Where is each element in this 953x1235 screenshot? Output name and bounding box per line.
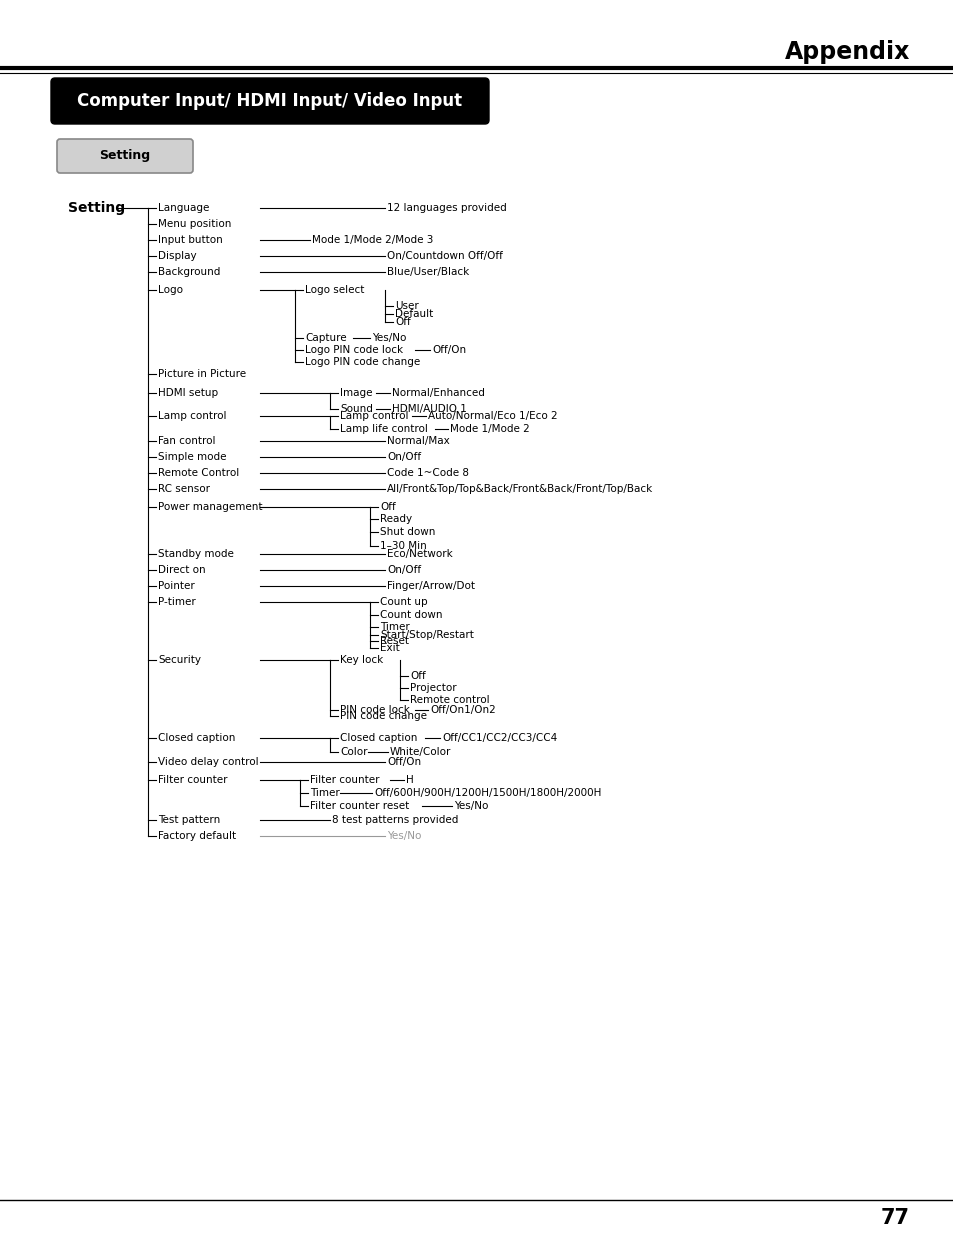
Text: Start/Stop/Restart: Start/Stop/Restart (379, 630, 474, 640)
Text: HDMI/AUDIO 1: HDMI/AUDIO 1 (392, 404, 466, 414)
Text: On/Off: On/Off (387, 564, 420, 576)
Text: Language: Language (158, 203, 209, 212)
Text: Display: Display (158, 251, 196, 261)
Text: RC sensor: RC sensor (158, 484, 210, 494)
Text: White/Color: White/Color (390, 747, 451, 757)
Text: Yes/No: Yes/No (387, 831, 421, 841)
Text: Normal/Max: Normal/Max (387, 436, 449, 446)
Text: Background: Background (158, 267, 220, 277)
Text: Yes/No: Yes/No (454, 802, 488, 811)
Text: Security: Security (158, 655, 201, 664)
Text: 8 test patterns provided: 8 test patterns provided (332, 815, 457, 825)
Text: Color: Color (339, 747, 367, 757)
Text: Sound: Sound (339, 404, 373, 414)
Text: Remote control: Remote control (410, 695, 489, 705)
Text: P-timer: P-timer (158, 597, 195, 606)
Text: Setting: Setting (99, 149, 151, 163)
Text: On/Countdown Off/Off: On/Countdown Off/Off (387, 251, 502, 261)
Text: Off: Off (410, 671, 425, 680)
Text: Off/600H/900H/1200H/1500H/1800H/2000H: Off/600H/900H/1200H/1500H/1800H/2000H (374, 788, 600, 798)
Text: HDMI setup: HDMI setup (158, 388, 218, 398)
FancyBboxPatch shape (51, 78, 489, 124)
Text: Computer Input/ HDMI Input/ Video Input: Computer Input/ HDMI Input/ Video Input (77, 91, 462, 110)
Text: Lamp life control: Lamp life control (339, 424, 428, 433)
Text: Power management: Power management (158, 501, 262, 513)
Text: Pointer: Pointer (158, 580, 194, 592)
Text: Fan control: Fan control (158, 436, 215, 446)
Text: 12 languages provided: 12 languages provided (387, 203, 506, 212)
Text: Code 1~Code 8: Code 1~Code 8 (387, 468, 469, 478)
Text: Test pattern: Test pattern (158, 815, 220, 825)
Text: Input button: Input button (158, 235, 222, 245)
Text: Mode 1/Mode 2: Mode 1/Mode 2 (450, 424, 529, 433)
Text: Video delay control: Video delay control (158, 757, 258, 767)
Text: Simple mode: Simple mode (158, 452, 226, 462)
Text: Filter counter: Filter counter (310, 776, 379, 785)
Text: Logo: Logo (158, 285, 183, 295)
Text: Logo select: Logo select (305, 285, 364, 295)
Text: Menu position: Menu position (158, 219, 232, 228)
Text: Eco/Network: Eco/Network (387, 550, 453, 559)
Text: Reset: Reset (379, 636, 409, 646)
Text: Picture in Picture: Picture in Picture (158, 369, 246, 379)
Text: Timer: Timer (310, 788, 339, 798)
Text: User: User (395, 301, 418, 311)
Text: Off/On: Off/On (387, 757, 420, 767)
Text: Timer: Timer (379, 622, 410, 632)
Text: Direct on: Direct on (158, 564, 206, 576)
Text: Exit: Exit (379, 643, 399, 653)
Text: Count up: Count up (379, 597, 427, 606)
Text: Off: Off (379, 501, 395, 513)
Text: Off: Off (395, 317, 411, 327)
Text: Lamp control: Lamp control (158, 411, 226, 421)
Text: Count down: Count down (379, 610, 442, 620)
Text: Setting: Setting (68, 201, 125, 215)
Text: On/Off: On/Off (387, 452, 420, 462)
Text: Finger/Arrow/Dot: Finger/Arrow/Dot (387, 580, 475, 592)
Text: Normal/Enhanced: Normal/Enhanced (392, 388, 484, 398)
Text: Remote Control: Remote Control (158, 468, 239, 478)
Text: Off/On1/On2: Off/On1/On2 (430, 705, 496, 715)
Text: Logo PIN code change: Logo PIN code change (305, 357, 420, 367)
Text: Default: Default (395, 309, 433, 319)
Text: Standby mode: Standby mode (158, 550, 233, 559)
Text: 1–30 Min: 1–30 Min (379, 541, 426, 551)
Text: 77: 77 (880, 1208, 909, 1228)
Text: Capture: Capture (305, 333, 346, 343)
Text: Factory default: Factory default (158, 831, 236, 841)
Text: Filter counter: Filter counter (158, 776, 227, 785)
Text: Off/On: Off/On (432, 345, 466, 354)
Text: All/Front&Top/Top&Back/Front&Back/Front/Top/Back: All/Front&Top/Top&Back/Front&Back/Front/… (387, 484, 653, 494)
Text: Shut down: Shut down (379, 527, 435, 537)
Text: Image: Image (339, 388, 372, 398)
Text: Yes/No: Yes/No (372, 333, 406, 343)
Text: Lamp control: Lamp control (339, 411, 408, 421)
Text: Ready: Ready (379, 514, 412, 524)
Text: PIN code lock: PIN code lock (339, 705, 410, 715)
Text: Off/CC1/CC2/CC3/CC4: Off/CC1/CC2/CC3/CC4 (441, 734, 557, 743)
Text: Blue/User/Black: Blue/User/Black (387, 267, 469, 277)
Text: Key lock: Key lock (339, 655, 383, 664)
Text: H: H (406, 776, 414, 785)
Text: Closed caption: Closed caption (158, 734, 235, 743)
Text: Auto/Normal/Eco 1/Eco 2: Auto/Normal/Eco 1/Eco 2 (428, 411, 558, 421)
FancyBboxPatch shape (57, 140, 193, 173)
Text: Projector: Projector (410, 683, 456, 693)
Text: Filter counter reset: Filter counter reset (310, 802, 409, 811)
Text: PIN code change: PIN code change (339, 711, 427, 721)
Text: Appendix: Appendix (783, 40, 909, 64)
Text: Logo PIN code lock: Logo PIN code lock (305, 345, 403, 354)
Text: Closed caption: Closed caption (339, 734, 416, 743)
Text: Mode 1/Mode 2/Mode 3: Mode 1/Mode 2/Mode 3 (312, 235, 433, 245)
